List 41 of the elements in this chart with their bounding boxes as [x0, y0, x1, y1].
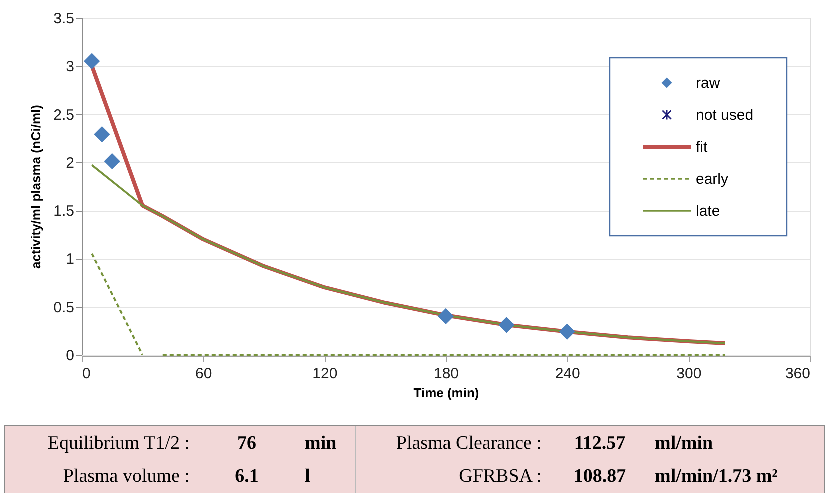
x-tick-label: 240	[555, 366, 580, 382]
y-tick-label: 0.5	[54, 299, 74, 316]
point	[559, 324, 576, 340]
point	[84, 53, 100, 70]
text: Equilibrium T1/2 :	[48, 433, 190, 454]
point	[438, 308, 454, 325]
text: 6.1	[235, 466, 259, 487]
text: GFRBSA :	[459, 466, 542, 487]
text: l	[305, 466, 310, 487]
text: Plasma Clearance :	[396, 433, 542, 454]
point	[104, 153, 120, 170]
x-tick-label: 180	[434, 366, 460, 382]
text: ml/min	[655, 433, 714, 454]
y-tick-label: 0	[66, 348, 74, 364]
y-tick-label: 3.5	[54, 10, 74, 28]
x-tick-label: 60	[195, 366, 212, 382]
legend-label: raw	[696, 75, 720, 92]
point	[498, 317, 515, 334]
legend-label: early	[696, 171, 730, 188]
x-tick-label: 120	[312, 366, 338, 382]
text: 112.57	[574, 433, 626, 454]
y-axis-title: activity/ml plasma (nCi/ml)	[28, 105, 44, 269]
x-tick-label: 0	[82, 366, 91, 382]
y-tick-label: 3	[66, 58, 74, 76]
y-tick-label: 1.5	[54, 203, 74, 220]
y-tick-label: 2.5	[54, 106, 74, 124]
text: 108.87	[574, 466, 627, 487]
legend-label: late	[696, 203, 720, 220]
point	[94, 126, 110, 143]
text: min	[305, 433, 338, 454]
x-axis-title: Time (min)	[414, 386, 480, 400]
y-tick-label: 2	[66, 154, 74, 172]
text: Plasma volume :	[63, 466, 190, 487]
text: ml/min/1.73 m²	[655, 466, 778, 487]
legend-label: fit	[696, 139, 708, 156]
legend-label: not used	[696, 107, 754, 124]
line-series	[91, 164, 726, 344]
x-tick-label: 360	[785, 366, 810, 382]
text: 76	[238, 433, 256, 454]
y-tick-label: 1	[66, 251, 74, 268]
x-tick-label: 300	[676, 366, 702, 382]
